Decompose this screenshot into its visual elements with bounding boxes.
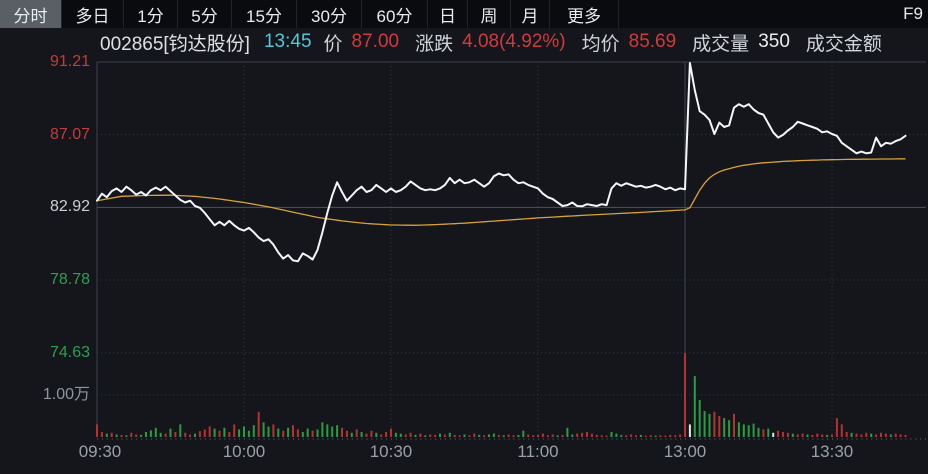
y-axis-label-74.63: 74.63 (49, 343, 90, 361)
y-axis-label-82.92: 82.92 (49, 198, 90, 216)
change-value: 4.08(4.92%) (462, 31, 566, 52)
volume-value: 350 (758, 31, 790, 52)
price-value: 87.00 (351, 31, 400, 52)
stock-info-bar: 002865[钧达股份] 13:45 价 87.00 涨跌 4.08(4.92%… (0, 28, 928, 56)
amount-label: 成交金额 (805, 33, 882, 55)
x-axis-label-13:00: 13:00 (663, 442, 707, 461)
x-axis-label-09:30: 09:30 (78, 442, 122, 461)
y-axis-volume-label: 1.00万 (42, 386, 90, 403)
tab-period-5[interactable]: 30分 (297, 0, 362, 28)
tab-period-1[interactable]: 多日 (62, 0, 124, 28)
price-line (96, 62, 907, 263)
quote-time: 13:45 (263, 31, 312, 52)
x-axis-label-10:00: 10:00 (222, 442, 266, 461)
y-axis-label-78.78: 78.78 (49, 271, 90, 289)
stock-code-name[interactable]: 002865[钧达股份] (100, 33, 250, 55)
x-axis-label-11:00: 11:00 (517, 442, 559, 461)
avg-price-value: 85.69 (628, 31, 677, 52)
f9-shortcut[interactable]: F9 (903, 4, 923, 23)
tab-period-6[interactable]: 60分 (362, 0, 428, 28)
price-label: 价 (323, 33, 343, 55)
volume-label: 成交量 (692, 33, 750, 55)
x-axis-label-10:30: 10:30 (369, 442, 413, 461)
period-menu-bar: 分时 多日 1分 5分 15分 30分 60分日周月更多 F9 (0, 0, 928, 28)
tab-period-10[interactable]: 更多 (550, 0, 619, 28)
tab-period-9[interactable]: 月 (511, 0, 550, 28)
avg-price-line (96, 158, 906, 226)
tab-period-7[interactable]: 日 (428, 0, 468, 28)
y-axis-label-91.21: 91.21 (49, 52, 90, 70)
volume-bars (96, 353, 907, 437)
tab-period-2[interactable]: 1分 (124, 0, 178, 28)
y-axis-label-87.07: 87.07 (49, 125, 90, 143)
change-label: 涨跌 (415, 33, 454, 55)
avg-price-label: 均价 (581, 33, 620, 55)
grid (96, 61, 926, 440)
tab-period-0[interactable]: 分时 (0, 0, 62, 28)
tab-period-4[interactable]: 15分 (232, 0, 297, 28)
tab-period-3[interactable]: 5分 (178, 0, 232, 28)
tab-period-8[interactable]: 周 (468, 0, 511, 28)
x-axis-label-13:30: 13:30 (810, 442, 854, 461)
